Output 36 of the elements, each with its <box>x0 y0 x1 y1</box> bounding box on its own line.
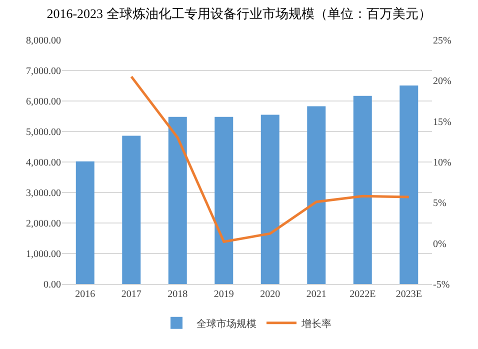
legend-label: 全球市场规模 <box>196 318 256 330</box>
y2-tick-label: -5% <box>433 280 450 290</box>
bar <box>400 85 418 284</box>
y-tick-label: 7,000.00 <box>26 66 61 77</box>
y2-tick-label: 10% <box>433 158 452 168</box>
x-tick-label: 2021 <box>306 289 326 300</box>
y-tick-label: 3,000.00 <box>26 188 61 199</box>
x-tick-label: 2023E <box>396 289 422 300</box>
x-tick-label: 2018 <box>168 289 188 300</box>
x-tick-label: 2019 <box>214 289 234 300</box>
y2-tick-label: 15% <box>433 116 452 128</box>
y-tick-label: 8,000.00 <box>26 36 61 46</box>
x-tick-label: 2020 <box>260 289 280 300</box>
legend-label: 增长率 <box>300 318 332 330</box>
y-tick-label: 2,000.00 <box>26 218 61 230</box>
bar <box>76 161 94 284</box>
bar <box>122 136 141 284</box>
bar <box>353 96 372 284</box>
bar <box>214 116 234 284</box>
y-tick-label: 6,000.00 <box>26 96 61 108</box>
chart-title: 2016-2023 全球炼油化工专用设备行业市场规模（单位：百万美元） <box>46 6 432 21</box>
y2-tick-label: 0% <box>433 238 446 250</box>
y-tick-label: 4,000.00 <box>26 158 61 168</box>
line-series <box>130 75 410 243</box>
y2-tick-label: 20% <box>433 76 452 88</box>
y-tick-label: 1,000.00 <box>26 249 61 260</box>
bar <box>307 106 326 284</box>
x-tick-label: 2016 <box>75 289 96 300</box>
x-tick-label: 2022E <box>350 289 376 300</box>
x-tick-label: 2017 <box>121 289 142 300</box>
y2-tick-label: 25% <box>433 36 452 46</box>
bar <box>260 114 280 284</box>
y-tick-label: 5,000.00 <box>26 127 61 138</box>
y-tick-label: 0.00 <box>44 280 61 290</box>
y2-tick-label: 5% <box>433 198 446 210</box>
bar <box>168 116 187 284</box>
